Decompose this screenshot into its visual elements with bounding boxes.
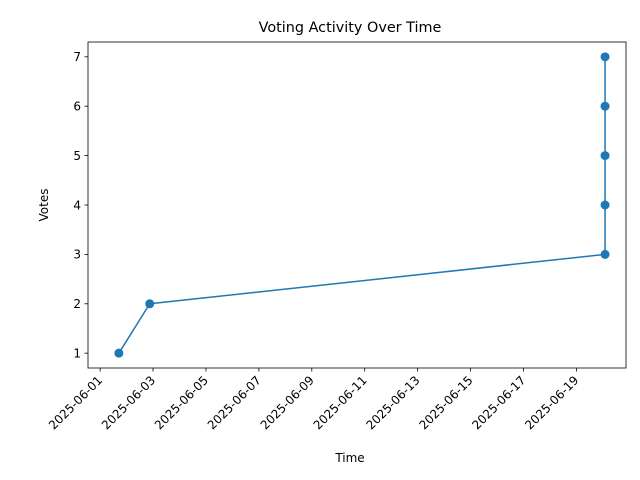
y-axis-title: Votes: [37, 189, 51, 222]
data-point-4: [600, 151, 610, 161]
data-point-0: [114, 348, 124, 358]
data-point-6: [600, 52, 610, 62]
data-point-2: [600, 249, 610, 259]
data-point-3: [600, 200, 610, 210]
y-tick-label-4: 5: [73, 149, 81, 163]
y-tick-label-5: 6: [73, 100, 81, 114]
y-tick-label-3: 4: [73, 198, 81, 212]
plot-area: [114, 52, 610, 358]
chart-title: Voting Activity Over Time: [259, 20, 442, 36]
y-tick-label-2: 3: [73, 248, 81, 262]
y-tick-label-1: 2: [73, 297, 81, 311]
x-axis-title: Time: [334, 451, 364, 465]
y-tick-label-0: 1: [73, 346, 81, 360]
y-tick-label-6: 7: [73, 50, 81, 64]
data-point-5: [600, 101, 610, 111]
data-point-1: [145, 299, 155, 309]
y-axis: 1 2 3 4 5 6 7: [73, 50, 88, 360]
